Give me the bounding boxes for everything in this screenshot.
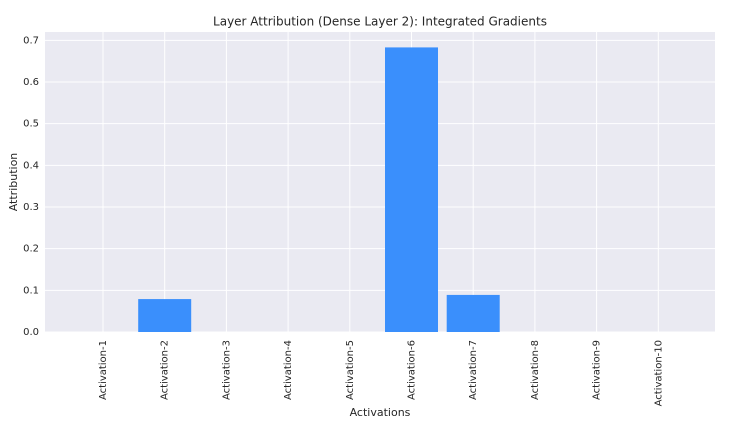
x-tick-label: Activation-9: [592, 340, 603, 400]
x-tick-label: Activation-3: [221, 340, 232, 400]
x-tick-label: Activation-1: [98, 340, 109, 400]
chart-title: Layer Attribution (Dense Layer 2): Integ…: [213, 15, 547, 29]
bar: [385, 47, 438, 333]
y-tick-label: 0.7: [23, 35, 39, 46]
x-tick-label: Activation-2: [160, 340, 171, 400]
y-tick-label: 0.0: [23, 327, 39, 338]
x-tick-label: Activation-10: [653, 340, 664, 406]
x-tick-label: Activation-6: [407, 340, 418, 400]
y-axis-label: Attribution: [7, 153, 20, 212]
y-tick-label: 0.5: [23, 119, 39, 130]
y-tick-label: 0.1: [23, 285, 39, 296]
x-tick-label: Activation-7: [468, 340, 479, 400]
bar: [446, 294, 500, 332]
y-tick-label: 0.2: [23, 244, 39, 255]
y-tick-label: 0.4: [23, 160, 39, 171]
y-tick-label: 0.3: [23, 202, 39, 213]
plot-area: [45, 32, 715, 332]
x-tick-label: Activation-4: [283, 340, 294, 400]
y-tick-label: 0.6: [23, 77, 39, 88]
x-tick-label: Activation-8: [530, 340, 541, 400]
bar: [138, 299, 192, 332]
x-axis-label: Activations: [350, 406, 411, 419]
x-tick-label: Activation-5: [345, 340, 356, 400]
